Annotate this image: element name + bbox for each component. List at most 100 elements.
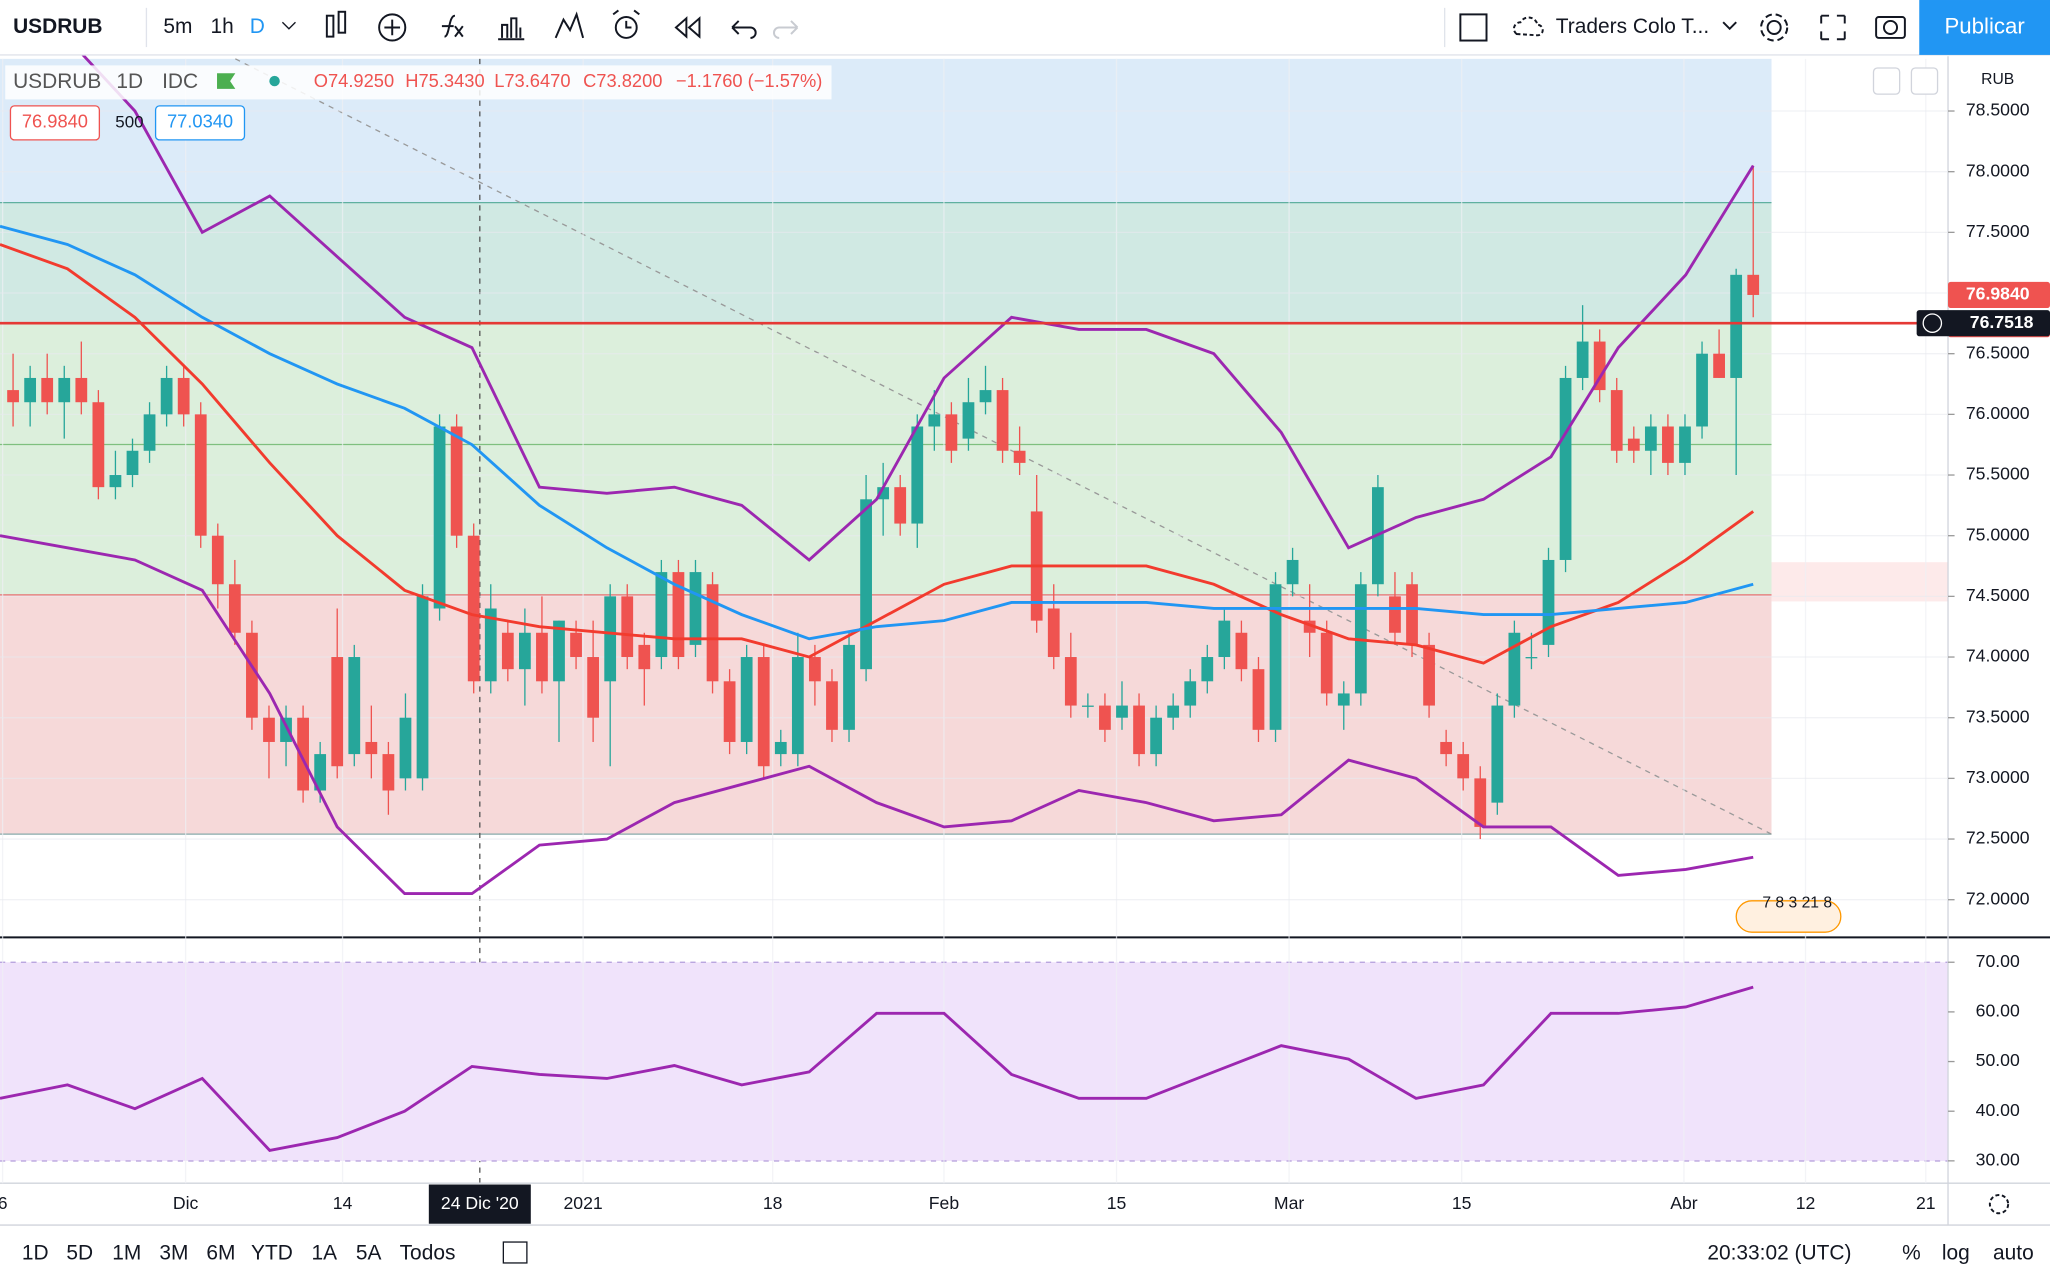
candle-body — [1610, 390, 1623, 451]
candle-body — [416, 596, 429, 779]
candle-body — [1099, 705, 1111, 730]
candle-body — [1218, 620, 1231, 658]
range-button[interactable]: 1A — [311, 1241, 337, 1264]
scale-option[interactable]: log — [1942, 1241, 1970, 1264]
currency-label[interactable]: RUB — [1981, 71, 2014, 88]
candle-body — [1133, 705, 1145, 755]
toolbar: USDRUB 5m 1h D Traders Colo T... Publica… — [0, 0, 2050, 56]
x-tick-label: Dic — [173, 1193, 199, 1213]
scale-option[interactable]: % — [1902, 1241, 1921, 1264]
quantity[interactable]: 500 — [115, 112, 143, 131]
legend-change: −1.1760 (−1.57%) — [676, 70, 822, 91]
y-tick-label: 30.00 — [1976, 1150, 2020, 1170]
crosshair-icon[interactable] — [1922, 313, 1943, 333]
y-tick-label: 76.5000 — [1966, 342, 2030, 362]
range-button[interactable]: 6M — [206, 1241, 235, 1264]
legend-exchange: IDC — [162, 70, 198, 93]
toolbar-icons[interactable] — [325, 9, 1906, 42]
settings-icon[interactable] — [1988, 1193, 2010, 1215]
range-button[interactable]: 3M — [159, 1241, 188, 1264]
interval[interactable]: 5m — [163, 15, 192, 38]
y-tick-label: 77.5000 — [1966, 221, 2030, 241]
x-tick-label: 14 — [333, 1193, 353, 1213]
scroll-button[interactable] — [1872, 67, 1901, 95]
publish-label[interactable]: Publicar — [1944, 13, 2025, 38]
candle-body — [433, 426, 446, 609]
candle-body — [723, 681, 736, 742]
y-tick-label: 76.0000 — [1966, 403, 2030, 423]
candle-body — [860, 499, 872, 670]
candle-body — [843, 644, 855, 730]
candle-body — [1252, 669, 1265, 730]
grid — [0, 58, 1949, 1184]
y-tick-label: 72.5000 — [1966, 828, 2030, 848]
candle-body — [1474, 778, 1487, 827]
candle-body — [211, 535, 224, 585]
candle-body — [399, 717, 412, 779]
candle-body — [757, 657, 770, 767]
date-range-icon[interactable] — [502, 1241, 528, 1264]
candle-body — [24, 377, 37, 403]
publish-button[interactable] — [1919, 0, 2050, 55]
legend: USDRUB 1D IDC O74.9250 H75.3430 L73.6470… — [5, 65, 1939, 933]
price-axis: 72.0000 72.5000 73.0000 73.5000 74.0000 74.50… — [1916, 71, 2050, 1170]
candle-body — [740, 657, 753, 742]
price-badge-label: 76.7518 — [1970, 312, 2034, 332]
y-tick-label: 74.0000 — [1966, 646, 2030, 666]
interval[interactable]: D — [250, 15, 265, 38]
candle-body — [1047, 608, 1060, 658]
candle-body — [962, 402, 975, 439]
buy-button[interactable] — [154, 105, 246, 141]
candle-body — [826, 681, 838, 730]
x-tick-label: Abr — [1670, 1193, 1698, 1213]
indicator-line — [0, 985, 1754, 1152]
x-tick-label: 21 — [1916, 1193, 1936, 1213]
candle-body — [1644, 426, 1657, 451]
sell-button[interactable] — [9, 105, 101, 141]
range-button[interactable]: 1D — [22, 1241, 49, 1264]
candle-body — [1491, 705, 1504, 803]
candle-body — [689, 572, 702, 645]
y-tick-label: 70.00 — [1976, 951, 2020, 971]
candle-body — [706, 584, 719, 682]
candle-body — [1116, 705, 1128, 718]
plot — [0, 12, 1949, 1152]
candle-body — [536, 632, 548, 682]
candle-body — [1013, 450, 1026, 463]
layout-name[interactable]: Traders Colo T... — [1556, 15, 1709, 38]
range-button[interactable]: 5A — [356, 1241, 382, 1264]
candle-body — [1457, 754, 1470, 779]
indicator-line — [0, 224, 1754, 641]
range-button[interactable]: YTD — [251, 1241, 293, 1264]
candle-body — [160, 377, 173, 415]
range-button[interactable]: Todos — [400, 1241, 456, 1264]
scale-option[interactable]: auto — [1993, 1241, 2034, 1264]
candle-body — [1320, 632, 1333, 694]
candle-body — [621, 596, 634, 658]
candle-body — [1525, 657, 1538, 659]
candle-body — [1389, 596, 1401, 633]
candle-body — [1337, 693, 1350, 706]
candle-body — [314, 754, 327, 791]
candle-body — [911, 426, 924, 524]
candle-body — [143, 414, 156, 451]
interval[interactable]: 1h — [210, 15, 233, 38]
candle-body — [348, 657, 361, 755]
range-button[interactable]: 5D — [66, 1241, 93, 1264]
candle-body — [996, 390, 1009, 451]
candle-body — [228, 584, 241, 633]
symbol[interactable]: USDRUB — [13, 15, 102, 38]
candle-body — [1081, 705, 1094, 707]
range-button[interactable]: 1M — [112, 1241, 141, 1264]
legend-symbol: USDRUB — [13, 70, 101, 93]
y-tick-label: 72.0000 — [1966, 888, 2030, 908]
candle-body — [1508, 632, 1521, 706]
sell-price[interactable]: 76.9840 — [22, 111, 88, 132]
dropdown-icon[interactable] — [281, 21, 296, 30]
indicator-badge[interactable] — [1735, 900, 1842, 933]
legend-low: L73.6470 — [494, 70, 570, 91]
reset-button[interactable] — [1910, 67, 1939, 95]
buy-price[interactable]: 77.0340 — [167, 111, 233, 132]
candle-body — [280, 717, 292, 742]
